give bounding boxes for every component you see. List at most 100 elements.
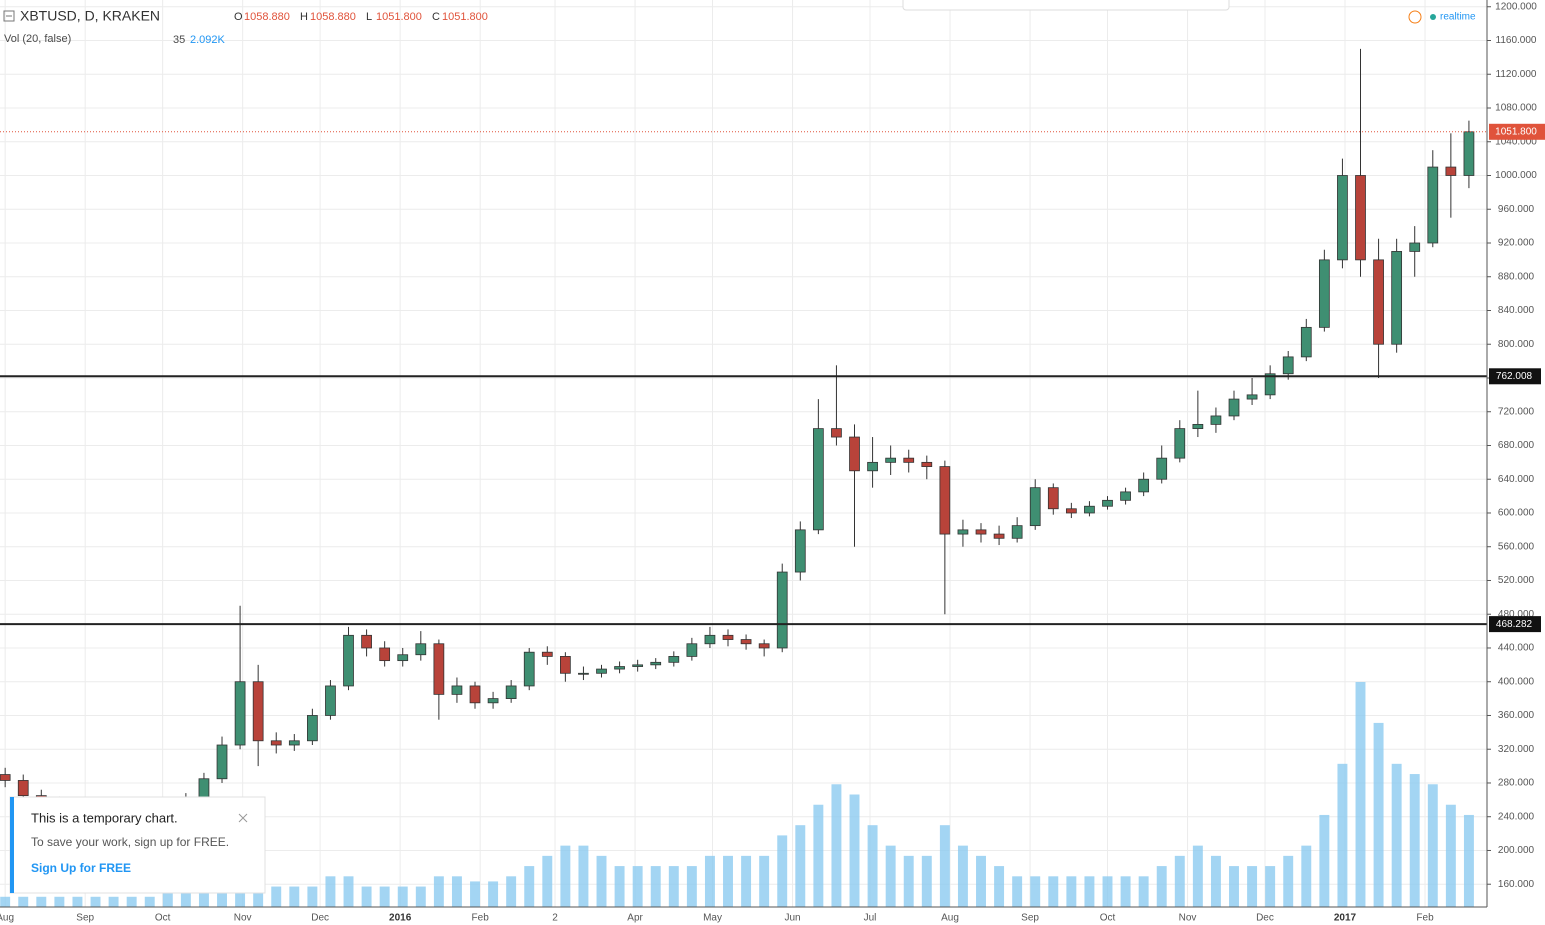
candle-body: [596, 668, 607, 674]
ohlc-value: 1058.880: [244, 11, 290, 23]
candle-body: [1409, 242, 1421, 252]
x-tick-label: Jun: [784, 913, 800, 924]
candle-body: [1463, 131, 1475, 176]
candle-body: [1174, 428, 1186, 459]
candle-body: [469, 685, 481, 704]
y-tick-label: 400.000: [1498, 676, 1535, 687]
volume-bar: [1409, 774, 1420, 907]
volume-bar: [849, 794, 860, 907]
candle-body: [397, 654, 409, 662]
candle-body: [921, 461, 933, 467]
volume-bar: [1102, 876, 1113, 907]
y-tick-label: 1040.000: [1495, 136, 1537, 147]
candle-body: [903, 457, 915, 463]
y-tick-label: 200.000: [1498, 845, 1535, 856]
candle-body: [1029, 487, 1041, 527]
candle-body: [1065, 508, 1077, 514]
y-tick-label: 1160.000: [1496, 35, 1537, 46]
volume-bar: [1030, 876, 1041, 907]
candle-body: [650, 661, 662, 666]
y-tick-label: 280.000: [1498, 778, 1535, 789]
y-tick-label: 240.000: [1498, 811, 1535, 822]
y-tick-label: 160.000: [1498, 879, 1535, 890]
symbol: XBTUSD, D, KRAKEN: [20, 8, 160, 24]
popup-close[interactable]: [238, 813, 248, 823]
candle-body: [1355, 175, 1366, 261]
popup-accent: [10, 797, 14, 893]
volume-bar: [1210, 855, 1221, 907]
price-axis-bg: [1487, 0, 1545, 925]
candle-body: [722, 634, 734, 640]
volume-bar: [1156, 866, 1167, 907]
level-label-bg: [1489, 616, 1541, 633]
candle-body: [1084, 505, 1095, 514]
candle-body: [704, 634, 716, 645]
candle-body: [1391, 251, 1403, 345]
candle-body: [198, 778, 210, 799]
volume-bar: [1283, 855, 1294, 907]
candle-body: [415, 643, 427, 656]
ohlc-value: 1051.800: [442, 11, 488, 23]
volume-bar: [957, 845, 968, 907]
volume-bar: [488, 881, 499, 907]
volume-bar: [1445, 804, 1456, 907]
volume-bar: [632, 866, 643, 907]
x-tick-label: Feb: [472, 913, 490, 924]
y-tick-label: 360.000: [1498, 710, 1535, 721]
volume-bar: [1192, 845, 1203, 907]
volume-bar: [271, 886, 282, 907]
volume-bar: [939, 825, 950, 907]
x-tick-label: Apr: [627, 913, 643, 924]
volume-bar: [885, 845, 896, 907]
volume-bar: [686, 866, 697, 907]
volume-bar: [723, 855, 733, 907]
volume-bar: [524, 866, 535, 907]
volume-bar: [108, 896, 119, 907]
candle-body: [776, 571, 788, 649]
y-tick-label: 440.000: [1498, 643, 1535, 654]
candle-body: [541, 651, 553, 657]
y-tick-label: 680.000: [1498, 440, 1535, 451]
collapse-icon[interactable]: [3, 10, 15, 22]
x-tick-label: 2017: [1334, 913, 1357, 924]
candle-body: [1228, 398, 1240, 417]
volume-bar: [596, 855, 607, 907]
y-tick-label: 720.000: [1498, 406, 1535, 417]
volume-bar: [397, 886, 408, 907]
candle-body: [993, 533, 1005, 539]
volume-bar: [903, 855, 914, 907]
volume-bar: [976, 855, 986, 907]
volume-bar: [506, 876, 517, 907]
candle-body: [1264, 373, 1276, 396]
x-tick-label: Sep: [76, 913, 94, 924]
volume-bar: [1066, 876, 1077, 907]
volume-bar: [831, 784, 842, 907]
x-tick-label: Sep: [1021, 913, 1039, 924]
x-tick-label: Dec: [1256, 913, 1274, 924]
volume-bar: [1174, 855, 1185, 907]
volume-bar: [1319, 814, 1330, 907]
candle-body: [234, 681, 246, 746]
volume-bar: [777, 835, 788, 907]
candle-body: [1373, 259, 1384, 345]
volume-bar: [1048, 876, 1059, 907]
y-tick-label: 1000.000: [1495, 170, 1537, 181]
candle-body: [270, 740, 282, 746]
candle-body: [939, 466, 951, 535]
alert-icon[interactable]: [1408, 10, 1422, 24]
volume-bar: [307, 886, 318, 907]
y-tick-label: 640.000: [1498, 474, 1535, 485]
candle-body: [1445, 166, 1457, 176]
popup-link[interactable]: Sign Up for FREE: [31, 861, 131, 875]
volume-bar: [126, 896, 137, 907]
candle-body: [849, 436, 860, 472]
y-tick-label: 1080.000: [1495, 103, 1537, 114]
candle-body: [17, 780, 29, 797]
candle-body: [1047, 487, 1059, 510]
volume-bar: [1265, 866, 1276, 907]
ohlc-key: L: [366, 11, 372, 23]
volume-bar: [741, 855, 752, 907]
volume-period: 35: [173, 34, 185, 46]
volume-bar: [144, 896, 155, 907]
